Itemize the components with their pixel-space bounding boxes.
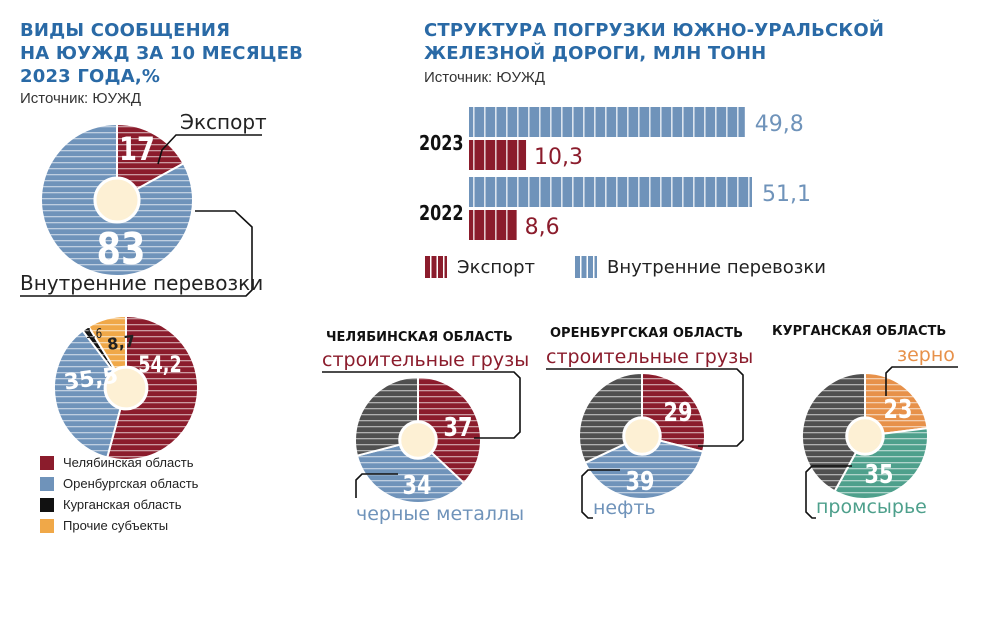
legend-item-kurgan: Курганская область xyxy=(40,494,198,515)
chart1-title-line-1: ВИДЫ СООБЩЕНИЯ xyxy=(20,20,231,41)
regions-pie-slice-0 xyxy=(105,314,199,461)
leader-chelyabinsk-metals xyxy=(355,473,398,498)
legend-label-export: Экспорт xyxy=(457,256,536,278)
orenburg-value-oil: 39 xyxy=(626,466,655,497)
chart2-source: Источник: ЮУЖД xyxy=(424,69,546,86)
chelyabinsk-pie-center xyxy=(398,420,438,460)
legend-label-chelyabinsk: Челябинская область xyxy=(63,455,194,470)
chart1-title: ВИДЫ СООБЩЕНИЯ НА ЮУЖД ЗА 10 МЕСЯЦЕВ 202… xyxy=(20,19,303,88)
legend-swatch-domestic xyxy=(575,256,598,278)
regions-legend: Челябинская область Оренбургская область… xyxy=(40,452,198,536)
orenburg-pie-slice-1 xyxy=(583,434,705,500)
legend-swatch-other xyxy=(40,518,54,533)
chelyabinsk-value-metals: 34 xyxy=(403,470,432,501)
chart2-title-line-1: СТРУКТУРА ПОГРУЗКИ ЮЖНО-УРАЛЬСКОЙ xyxy=(424,20,885,41)
chelyabinsk-value-building: 37 xyxy=(444,412,473,443)
chart2-title: СТРУКТУРА ПОГРУЗКИ ЮЖНО-УРАЛЬСКОЙ ЖЕЛЕЗН… xyxy=(424,19,884,65)
legend-item-other: Прочие субъекты xyxy=(40,515,198,536)
kurgan-label-industrial: промсырье xyxy=(816,496,927,518)
orenburg-label-building: строительные грузы xyxy=(546,346,753,368)
bar-year-2022: 2022 xyxy=(419,202,464,225)
kurgan-label-grain: зерно xyxy=(897,344,955,366)
leader-kurgan-industrial xyxy=(805,465,852,519)
kurgan-pie-slice-0 xyxy=(864,371,929,438)
legend-label-domestic: Внутренние перевозки xyxy=(607,256,826,278)
bar-domestic-value-2023: 49,8 xyxy=(755,112,804,137)
legend-label-orenburg: Оренбургская область xyxy=(63,476,199,491)
leader-orenburg-oil xyxy=(581,469,620,519)
bar-export-2022 xyxy=(469,210,517,240)
legend-item-chelyabinsk: Челябинская область xyxy=(40,452,198,473)
chart1-title-line-3: 2023 ГОДА,% xyxy=(20,66,161,87)
chart2-title-line-2: ЖЕЛЕЗНОЙ ДОРОГИ, МЛН ТОНН xyxy=(424,43,767,64)
bar-export-value-2023: 10,3 xyxy=(534,145,583,170)
bar-domestic-value-2022: 51,1 xyxy=(762,182,811,207)
leader-orenburg-building xyxy=(546,368,744,447)
legend-label-other: Прочие субъекты xyxy=(63,518,169,533)
kurgan-value-industrial: 35 xyxy=(865,459,894,490)
modes-pie-slice-0 xyxy=(116,122,185,202)
orenburg-value-building: 29 xyxy=(664,397,693,428)
chelyabinsk-pie-slice-0 xyxy=(417,375,482,485)
leader-domestic xyxy=(20,210,253,297)
chelyabinsk-label-metals: черные металлы xyxy=(356,503,524,525)
leader-chelyabinsk-building xyxy=(322,371,521,439)
chart1-source: Источник: ЮУЖД xyxy=(20,90,142,107)
regions-pie-value-chelyabinsk: 54,2 xyxy=(138,352,181,377)
bar-export-value-2022: 8,6 xyxy=(525,215,560,240)
orenburg-pie-center xyxy=(622,416,662,456)
bar-year-2023: 2023 xyxy=(419,132,464,155)
bar-export-2023 xyxy=(469,140,527,170)
orenburg-label-oil: нефть xyxy=(593,497,656,519)
leader-export xyxy=(157,134,262,165)
legend-swatch-chelyabinsk xyxy=(40,455,54,470)
leader-kurgan-grain xyxy=(885,366,958,396)
legend-swatch-export xyxy=(425,256,447,278)
regions-pie-center xyxy=(103,365,149,411)
bar-legend: Экспорт Внутренние перевозки xyxy=(425,256,866,278)
modes-pie-center xyxy=(93,176,141,224)
bar-domestic-2022 xyxy=(469,177,752,207)
modes-pie-domestic-value: 83 xyxy=(97,224,146,275)
chelyabinsk-pie-slice-1 xyxy=(355,438,466,504)
kurgan-pie-slice-1 xyxy=(833,426,929,500)
regions-pie-value-kurgan: 1,6 xyxy=(86,326,103,341)
legend-swatch-kurgan xyxy=(40,497,54,512)
chart1-title-line-2: НА ЮУЖД ЗА 10 МЕСЯЦЕВ xyxy=(20,43,304,64)
regions-pie-value-other: 8,7 xyxy=(106,331,137,354)
kurgan-value-grain: 23 xyxy=(884,394,913,425)
kurgan-pie-center xyxy=(845,416,885,456)
bar-domestic-2023 xyxy=(469,107,745,137)
kurgan-pie-slice-2 xyxy=(801,371,866,493)
chelyabinsk-title: ЧЕЛЯБИНСКАЯ ОБЛАСТЬ xyxy=(326,330,513,345)
chelyabinsk-label-building: строительные грузы xyxy=(322,349,529,371)
legend-swatch-orenburg xyxy=(40,476,54,491)
orenburg-title: ОРЕНБУРГСКАЯ ОБЛАСТЬ xyxy=(550,326,743,341)
legend-label-kurgan: Курганская область xyxy=(63,497,182,512)
modes-pie-domestic-label: Внутренние перевозки xyxy=(20,271,263,295)
regions-pie-slice-1 xyxy=(53,329,128,459)
modes-pie-export-value: 17 xyxy=(119,130,155,168)
modes-pie-export-label: Экспорт xyxy=(180,110,267,134)
kurgan-title: КУРГАНСКАЯ ОБЛАСТЬ xyxy=(772,324,947,339)
legend-item-orenburg: Оренбургская область xyxy=(40,473,198,494)
